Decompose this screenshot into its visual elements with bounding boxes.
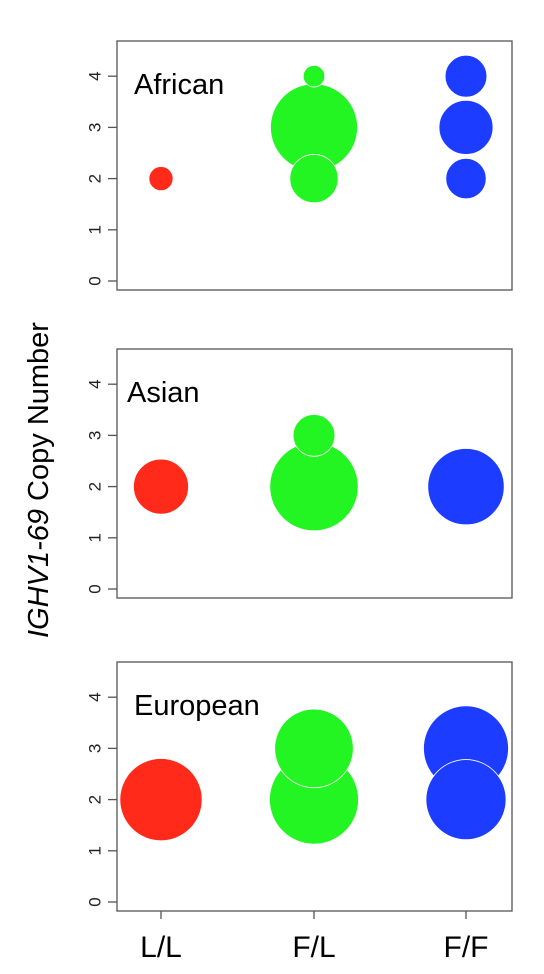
panel-title: Asian bbox=[127, 377, 200, 409]
y-tick-label: 3 bbox=[86, 123, 105, 132]
y-tick-label: 3 bbox=[86, 431, 105, 440]
panel-title: African bbox=[134, 69, 224, 101]
y-tick-label: 3 bbox=[86, 744, 105, 753]
y-tick-label: 1 bbox=[86, 533, 105, 542]
bubble-FF-y3 bbox=[439, 100, 493, 154]
bubble-FL-y4 bbox=[303, 65, 325, 87]
y-tick-label: 1 bbox=[86, 225, 105, 234]
y-tick-label: 2 bbox=[86, 795, 105, 804]
y-axis-label-regular: Copy Number bbox=[23, 322, 55, 509]
y-tick-label: 0 bbox=[86, 897, 105, 906]
x-category-label: F/L bbox=[292, 931, 335, 964]
y-tick-label: 2 bbox=[86, 482, 105, 491]
bubble-FL-y2 bbox=[290, 154, 338, 202]
bubble-FL-y3 bbox=[275, 709, 354, 788]
bubble-FF-y2 bbox=[428, 448, 504, 524]
y-tick-label: 0 bbox=[86, 584, 105, 593]
x-category-label: F/F bbox=[444, 931, 489, 964]
panel-title: European bbox=[134, 690, 260, 722]
bubble-LL-y2 bbox=[120, 758, 202, 840]
y-tick-label: 2 bbox=[86, 174, 105, 183]
y-tick-label: 1 bbox=[86, 846, 105, 855]
bubble-LL-y2 bbox=[149, 167, 173, 191]
y-tick-label: 4 bbox=[86, 379, 105, 388]
x-category-label: L/L bbox=[140, 931, 182, 964]
y-tick-label: 0 bbox=[86, 276, 105, 285]
panel-african: 0 1 2 3 4 African bbox=[86, 41, 513, 290]
y-tick-label: 4 bbox=[86, 692, 105, 701]
y-tick-label: 4 bbox=[86, 71, 105, 80]
bubble-FF-y2 bbox=[446, 158, 486, 198]
panel-asian: 0 1 2 3 4 Asian bbox=[86, 349, 513, 598]
panel-european: 0 1 2 3 4 European L/L F/L F/F bbox=[86, 662, 513, 964]
y-axis-label-italic: IGHV1-69 bbox=[23, 509, 55, 638]
bubble-FF-y4 bbox=[445, 55, 487, 97]
bubble-FL-y3 bbox=[293, 414, 335, 456]
bubble-LL-y2 bbox=[133, 459, 188, 514]
bubble-FF-y2 bbox=[426, 760, 506, 840]
y-axis-label: IGHV1-69 Copy Number bbox=[23, 322, 55, 638]
